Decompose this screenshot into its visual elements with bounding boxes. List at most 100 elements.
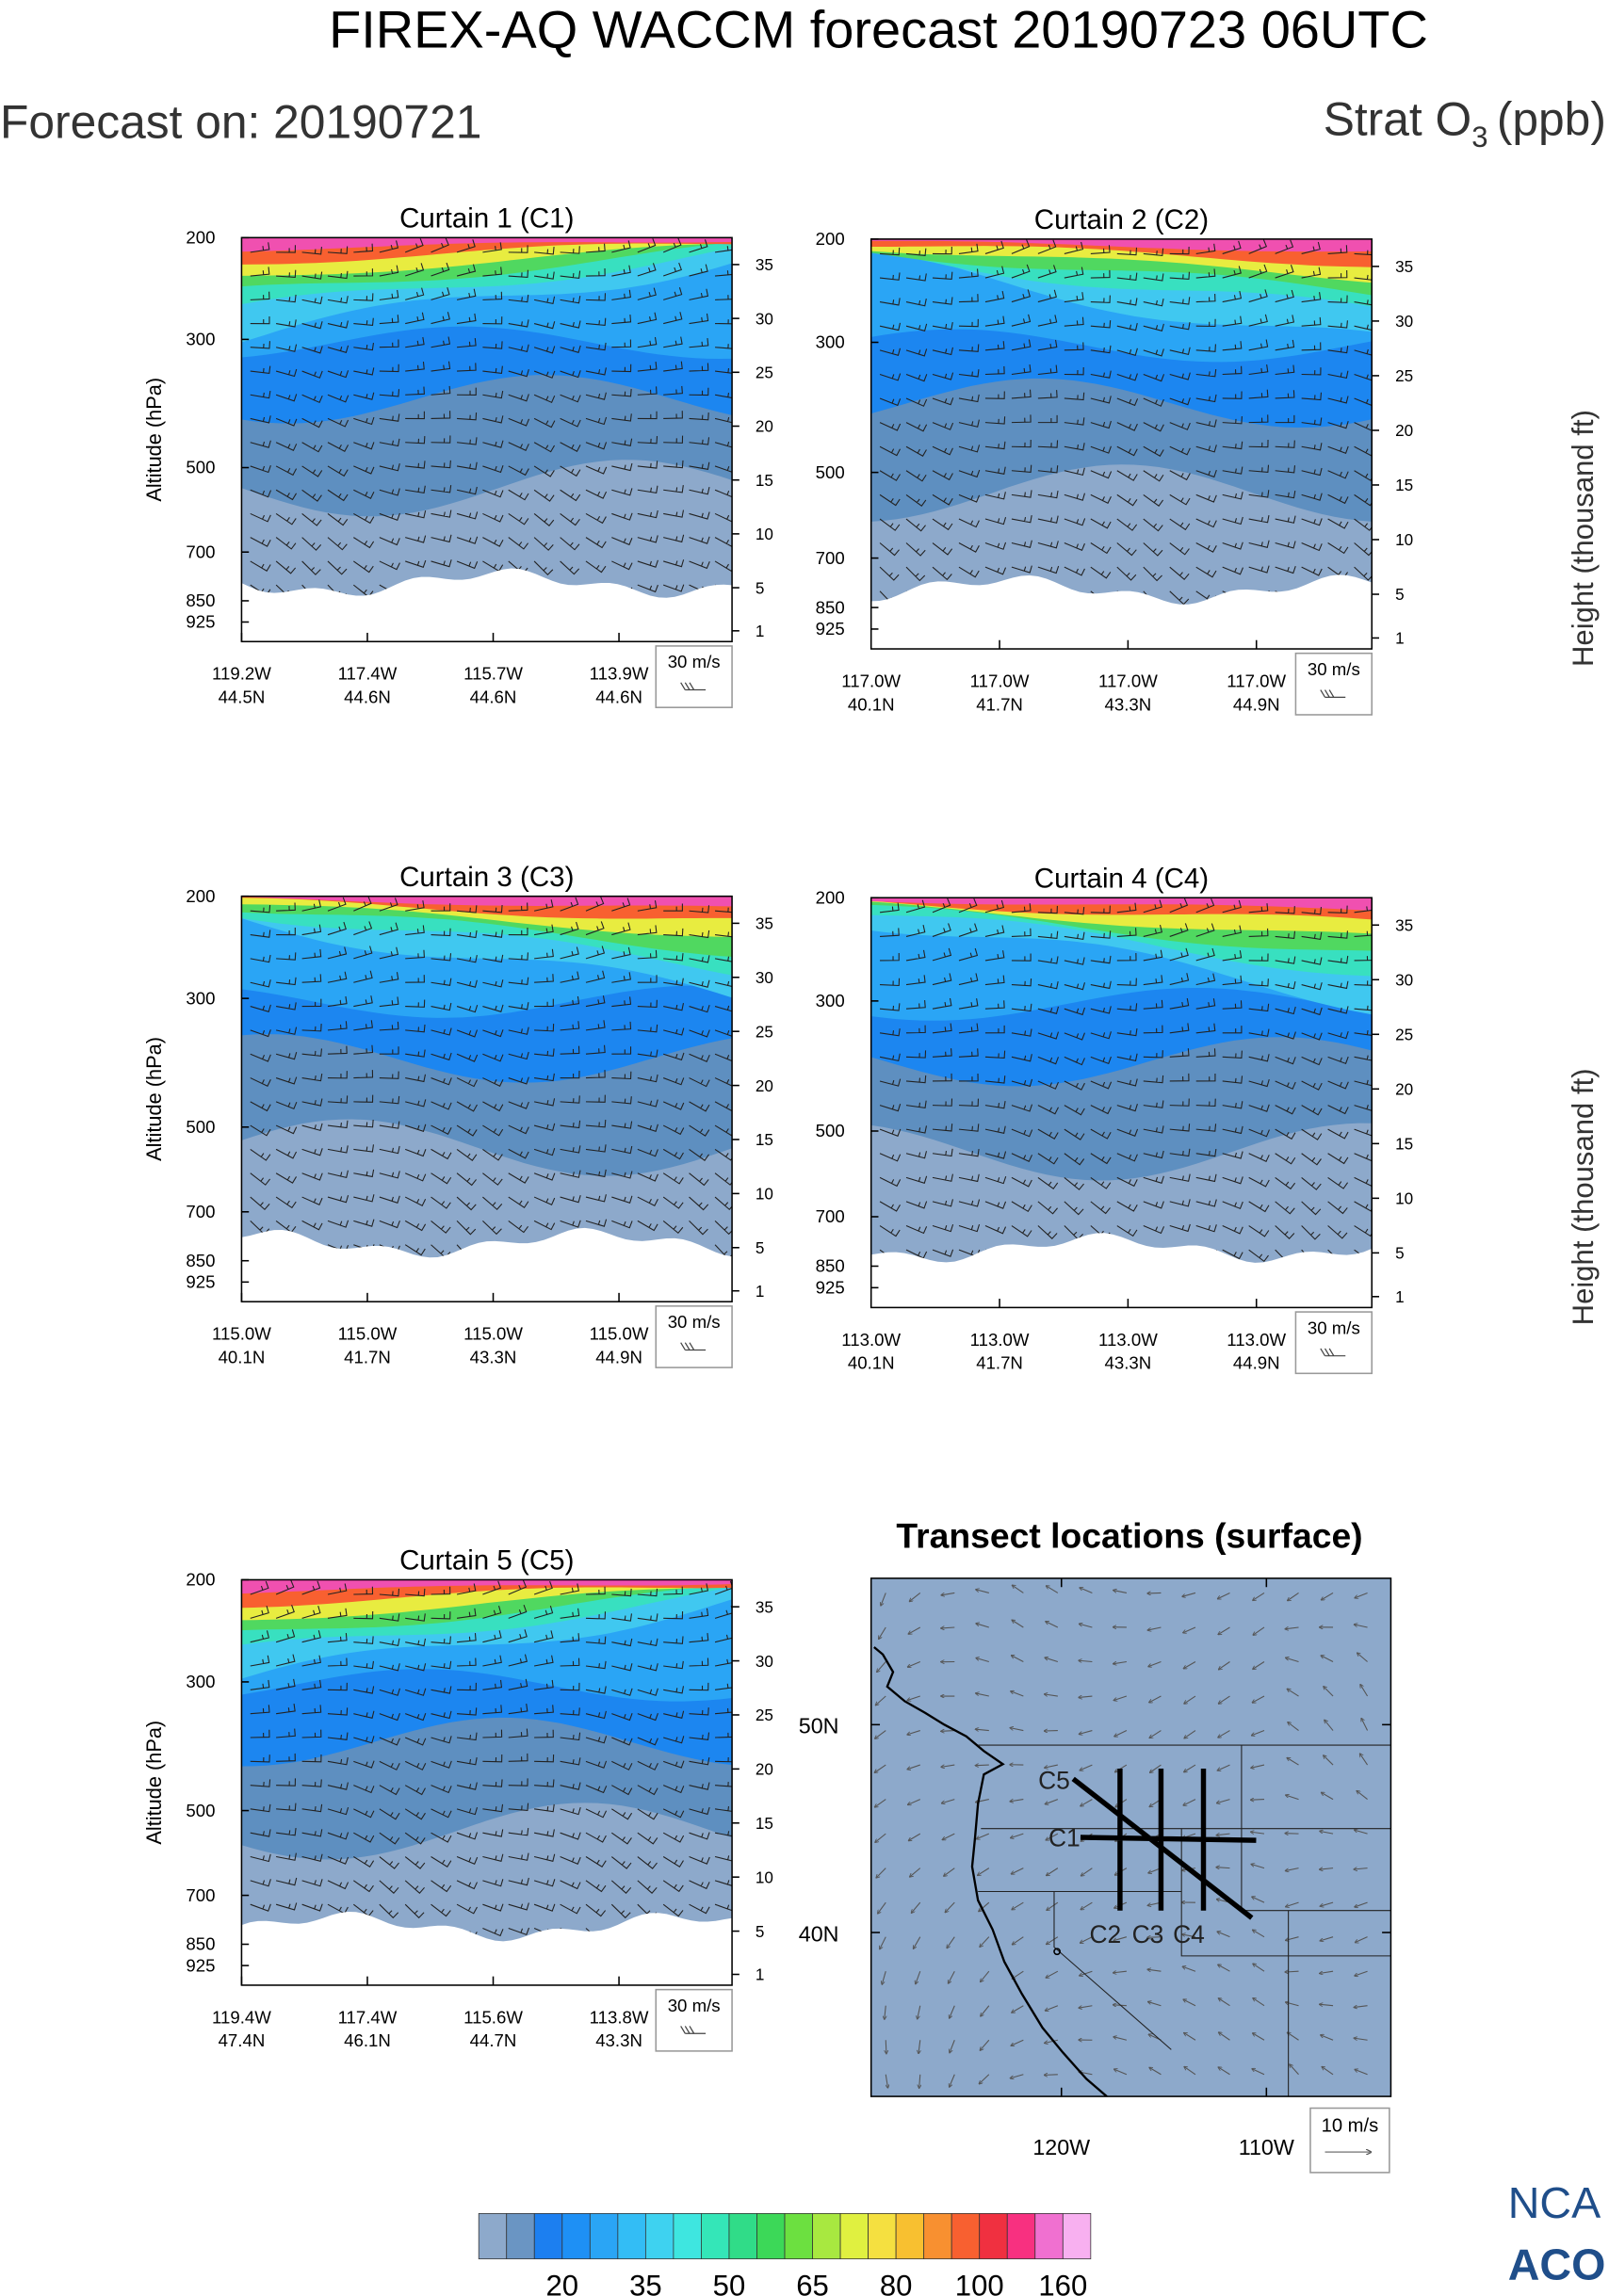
wind-arrow [909, 1626, 921, 1634]
contour-fill [241, 896, 733, 907]
y2-tick-label: 5 [1395, 1245, 1405, 1263]
wind-arrow [1253, 1931, 1265, 1938]
wind-arrow [1322, 1656, 1334, 1662]
colorbar-box [1006, 2213, 1036, 2259]
colorbar-box [561, 2213, 591, 2259]
y-tick-label: 300 [816, 332, 845, 352]
y-tick-label: 200 [186, 886, 215, 906]
y-tick-label: 40N [799, 1921, 839, 1946]
x-tick-lon: 113.0W [970, 1330, 1030, 1350]
wind-key-label: 30 m/s [668, 1312, 721, 1332]
y2-tick-label: 10 [756, 525, 773, 543]
wind-arrow [1286, 1627, 1299, 1629]
wind-arrow [1047, 1936, 1059, 1945]
panel-title: Curtain 1 (C1) [399, 202, 574, 234]
colorbar-label: 160 [1038, 2269, 1087, 2296]
y2-tick-label: 25 [1395, 367, 1413, 385]
wind-arrow [1218, 1764, 1230, 1771]
plot-frame [240, 236, 733, 643]
wind-arrow [1218, 1932, 1230, 1938]
x-tick-label: 120W [1032, 2135, 1090, 2159]
wind-arrow [1217, 1799, 1230, 1803]
x-tick-lon: 113.0W [1227, 1330, 1286, 1350]
variable-unit: (ppb) [1497, 93, 1606, 146]
wind-key-label: 10 m/s [1322, 2115, 1379, 2136]
y-tick-label: 500 [186, 1117, 215, 1137]
transect-lines [1071, 1768, 1257, 1920]
wind-arrow [976, 1765, 989, 1766]
wind-arrow [1253, 1661, 1265, 1670]
terrain [241, 1911, 733, 1985]
y2-tick-label: 35 [1395, 258, 1413, 276]
wind-arrow [1012, 2005, 1024, 2013]
wind-arrow [1081, 1901, 1093, 1909]
wind-arrow [1286, 1971, 1299, 1972]
wind-arrow [876, 1695, 886, 1705]
wind-arrow [1322, 1592, 1334, 1599]
city [1053, 1948, 1061, 1956]
wind-arrow [980, 1936, 990, 1947]
x-tick-lon: 117.0W [1098, 671, 1158, 690]
wind-arrow [979, 1901, 990, 1911]
logo-line2: ACO [1508, 2239, 1606, 2288]
wind-arrow [1113, 1971, 1127, 1973]
wind-arrow [1288, 2032, 1299, 2041]
wind-arrow [947, 1936, 955, 1948]
wind-arrow [943, 1833, 955, 1839]
y-tick-label: 500 [186, 1801, 215, 1820]
y-tick-label: 200 [186, 228, 215, 248]
wind-key-box [1309, 2107, 1390, 2174]
x-tick-lon: 115.0W [338, 1324, 398, 1344]
page-title: FIREX-AQ WACCM forecast 20190723 06UTC [329, 0, 1428, 58]
plot-frame [870, 897, 1373, 1309]
wind-arrow [1013, 1970, 1024, 1979]
panel-title: Curtain 3 (C3) [399, 862, 574, 893]
y-tick-label: 300 [186, 988, 215, 1008]
wind-arrow [878, 1901, 886, 1913]
wind-arrow [1012, 1901, 1024, 1909]
wind-key-label: 30 m/s [1308, 1318, 1360, 1337]
wind-arrow [1079, 1660, 1093, 1661]
contour-fill [870, 238, 1373, 252]
y2-tick-label: 10 [1395, 531, 1413, 549]
wind-arrow [1013, 1621, 1024, 1628]
y2-tick-label: 35 [756, 256, 773, 274]
y-tick-label: 700 [186, 1202, 215, 1221]
wind-arrow [908, 1799, 920, 1805]
x-tick-label: 110W [1239, 2135, 1294, 2159]
y-tick-label: 850 [186, 1251, 215, 1270]
wind-arrow [1184, 1764, 1196, 1771]
wind-arrow [1114, 1730, 1128, 1737]
wind-arrow [1323, 2067, 1334, 2076]
x-tick-lon: 119.2W [212, 664, 271, 684]
transect-label: C5 [1038, 1767, 1070, 1795]
wind-key-label: 30 m/s [668, 652, 721, 671]
y-tick-label: 700 [186, 1885, 215, 1905]
wind-arrow [1324, 1687, 1334, 1697]
wind-key-box [655, 1305, 733, 1368]
y2-tick-label: 1 [1395, 1288, 1405, 1306]
x-tick-lat: 43.3N [595, 2030, 642, 2050]
x-tick-lat: 40.1N [848, 1353, 895, 1373]
wind-arrow [1080, 1624, 1093, 1628]
wind-arrow [1253, 1964, 1265, 1972]
x-tick-lat: 47.4N [219, 2030, 266, 2050]
y2-tick-label: 1 [756, 623, 765, 640]
wind-arrow [1320, 1970, 1334, 1973]
y2-tick-label: 15 [756, 472, 773, 490]
y2-tick-label: 25 [756, 1023, 773, 1041]
y2-axis-label: Height (thousand ft) [1567, 1068, 1600, 1325]
x-tick-lat: 40.1N [219, 1347, 266, 1366]
wind-arrow [981, 2039, 990, 2050]
wind-arrow [941, 1764, 955, 1767]
wind-arrow [1184, 1695, 1196, 1704]
y-tick-label: 925 [186, 1955, 215, 1975]
wind-arrow [908, 1661, 920, 1667]
colorbar-box [895, 2213, 925, 2259]
colorbar-box [979, 2213, 1008, 2259]
y-tick-label: 850 [816, 1256, 845, 1276]
y2-tick-label: 1 [756, 1966, 765, 1984]
wind-arrow [950, 2074, 955, 2087]
wind-key-label: 30 m/s [1308, 659, 1360, 679]
